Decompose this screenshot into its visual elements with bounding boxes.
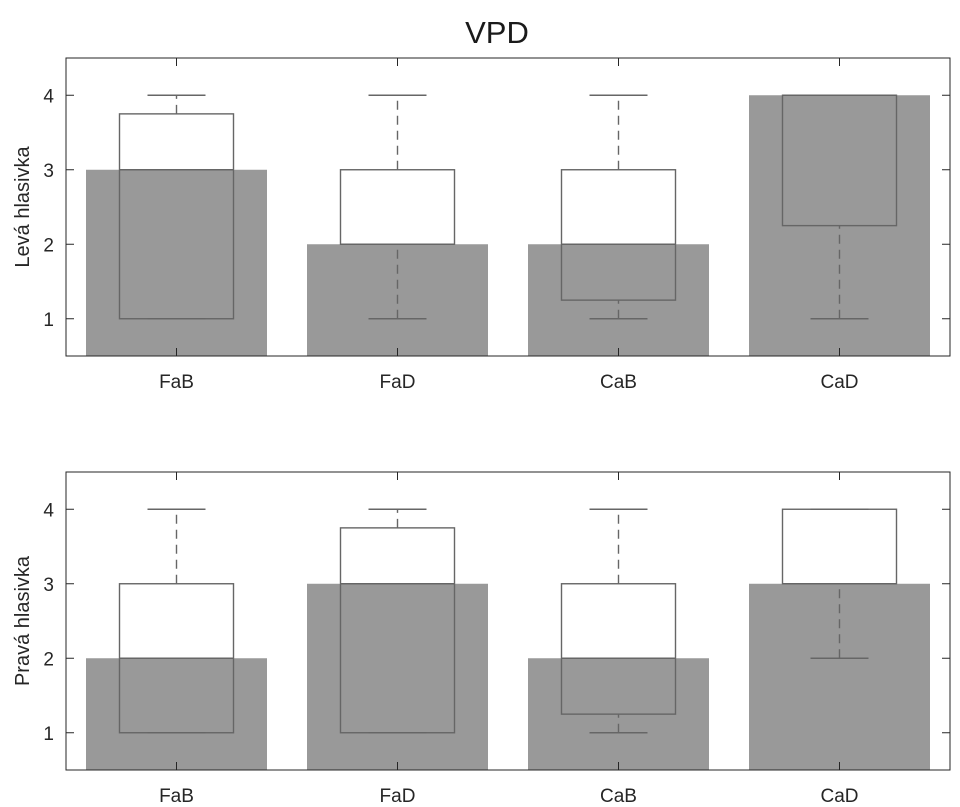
box-iqr — [339, 527, 456, 734]
boxplot-fad — [339, 94, 456, 320]
x-tick-label-fab: FaB — [159, 372, 194, 393]
x-tick-label-fab: FaB — [159, 786, 194, 807]
subplot-leva-hlasivka: 1 2 3 4 FaB FaD CaB CaD Levá hlasivka — [12, 57, 951, 393]
y-axis-label: Pravá hlasivka — [12, 555, 34, 686]
figure-title: VPD — [465, 15, 529, 50]
y-axis-label: Levá hlasivka — [12, 146, 34, 268]
bar-cad — [749, 583, 930, 770]
x-tick-label-cad: CaD — [820, 786, 858, 807]
box-iqr — [118, 113, 235, 320]
boxplot-cad — [781, 508, 898, 659]
axes-frame — [65, 471, 951, 771]
boxplot-fab — [118, 508, 235, 734]
x-tick-label-fad: FaD — [380, 786, 416, 807]
axes-frame — [65, 57, 951, 357]
y-tick-label: 4 — [43, 500, 54, 521]
y-tick-label: 1 — [43, 310, 54, 331]
y-tick-label: 4 — [43, 86, 54, 107]
boxplot-fab — [118, 94, 235, 320]
y-tick-label: 2 — [43, 235, 54, 256]
x-tick-label-fad: FaD — [380, 372, 416, 393]
y-tick-label: 2 — [43, 649, 54, 670]
bar-fad — [307, 583, 488, 770]
y-tick-label: 3 — [43, 161, 54, 182]
bar-fab — [86, 658, 267, 770]
y-tick-label: 3 — [43, 575, 54, 596]
boxplot-cad — [781, 94, 898, 320]
box-iqr — [560, 583, 677, 715]
x-tick-label-cad: CaD — [820, 372, 858, 393]
x-tick-label-cab: CaB — [600, 372, 637, 393]
subplot-prava-hlasivka: 1 2 3 4 FaB FaD CaB CaD Pravá hlasivka — [12, 471, 951, 807]
y-tick-label: 1 — [43, 724, 54, 745]
boxplot-fad — [339, 508, 456, 734]
box-iqr — [560, 169, 677, 301]
bar-fab — [86, 169, 267, 356]
boxplot-cab — [560, 508, 677, 734]
x-tick-label-cab: CaB — [600, 786, 637, 807]
boxplot-cab — [560, 94, 677, 320]
